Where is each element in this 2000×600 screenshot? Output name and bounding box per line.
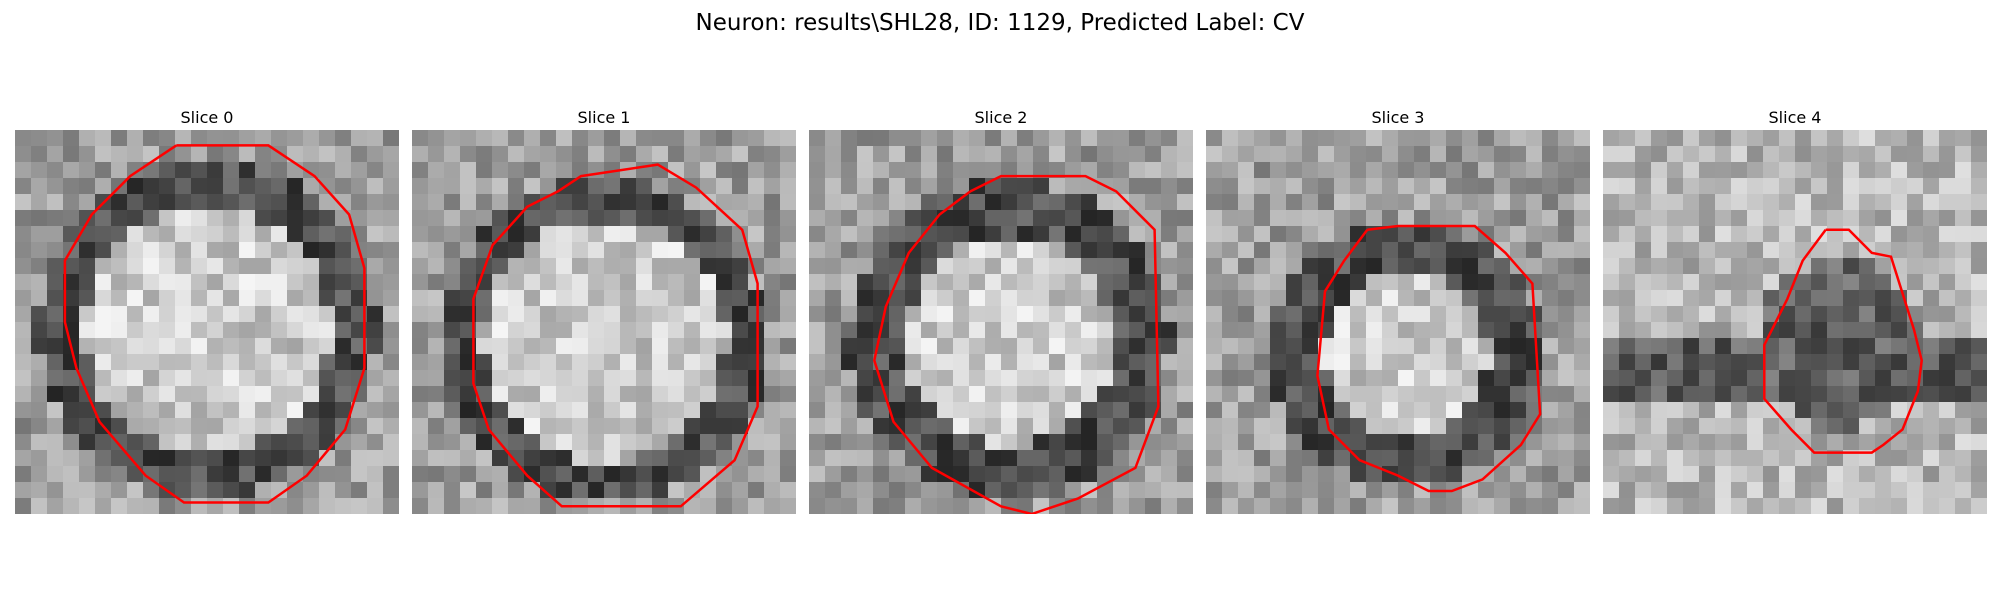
slice-image-2 [809,130,1193,514]
figure-title: Neuron: results\SHL28, ID: 1129, Predict… [695,10,1305,36]
slice-panel-1: Slice 1 [412,108,796,514]
slice-panel-3: Slice 3 [1206,108,1590,514]
slice-image-0 [15,130,399,514]
cell-contour-4 [1763,228,1923,454]
slice-title-1: Slice 1 [577,108,631,127]
slice-image-1 [412,130,796,514]
slice-title-0: Slice 0 [180,108,234,127]
cell-contour-2 [873,174,1160,514]
cell-contour-0 [63,144,366,504]
cell-contour-3 [1316,224,1542,493]
slice-title-3: Slice 3 [1371,108,1425,127]
slice-title-4: Slice 4 [1768,108,1822,127]
slice-title-2: Slice 2 [974,108,1028,127]
cell-contour-1 [472,163,759,508]
slice-image-4 [1603,130,1987,514]
slice-image-3 [1206,130,1590,514]
slice-panel-2: Slice 2 [809,108,1193,514]
slice-panel-4: Slice 4 [1603,108,1987,514]
slice-panel-0: Slice 0 [15,108,399,514]
